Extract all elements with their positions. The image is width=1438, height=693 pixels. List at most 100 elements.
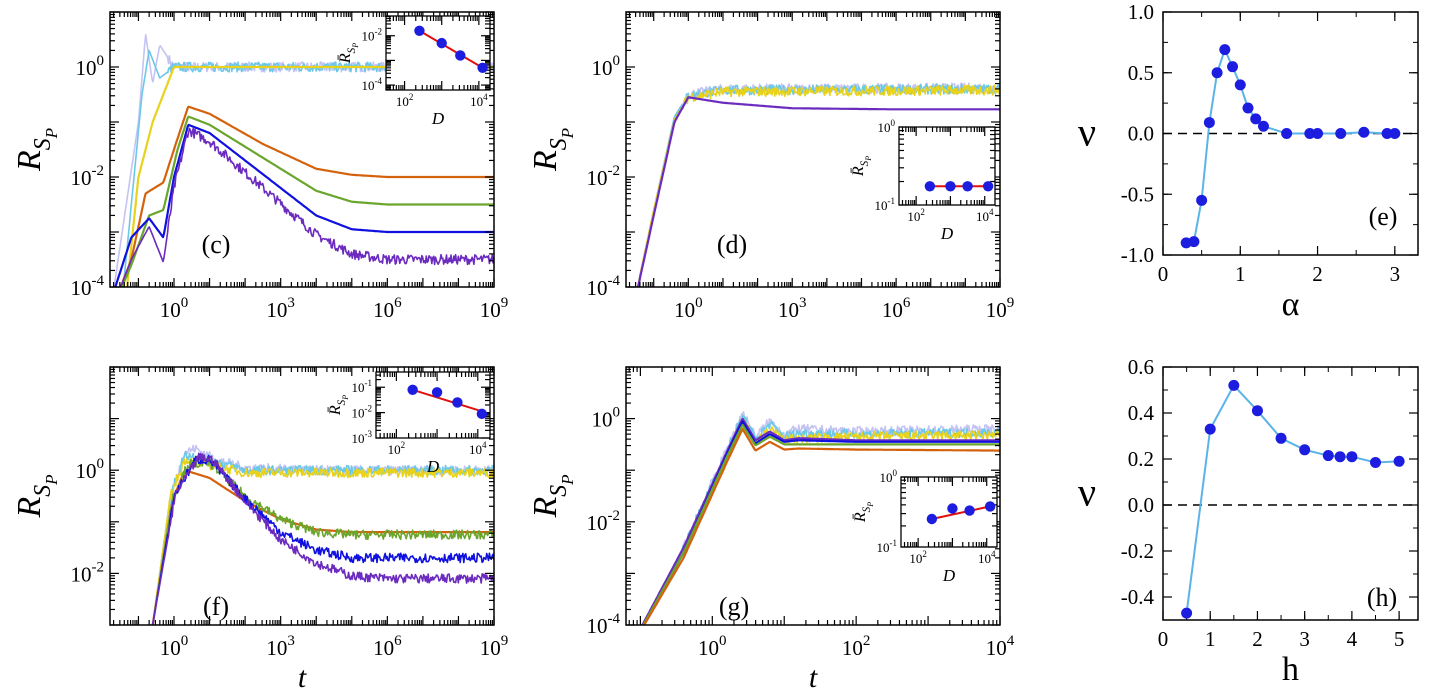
inset-y-tick-label: 10-1 <box>877 538 898 555</box>
data-point <box>1234 79 1246 91</box>
inset-data-point <box>431 387 443 398</box>
inset-x-tick-label: 104 <box>978 549 996 566</box>
data-point <box>1389 128 1401 139</box>
y-tick-label: -0.5 <box>1121 182 1154 206</box>
panel-label: (e) <box>1369 202 1398 231</box>
x-tick-label: 100 <box>698 633 727 660</box>
data-point <box>1228 379 1240 391</box>
nu-curve <box>1185 383 1400 614</box>
data-point <box>1203 117 1215 129</box>
x-tick-label: 102 <box>842 633 871 660</box>
inset-y-label: R̄SP <box>852 502 875 523</box>
x-tick-label: 100 <box>674 295 703 322</box>
x-tick-label: 109 <box>480 633 509 660</box>
y-tick-label: 10-4 <box>587 611 621 638</box>
y-axis-label-text: RSP <box>11 474 61 518</box>
y-tick-label: 100 <box>592 405 621 432</box>
x-axis-label: t <box>298 661 307 693</box>
data-point <box>1211 67 1223 79</box>
inset-x-label: D <box>940 224 954 243</box>
series-line-orange <box>119 105 494 287</box>
inset-y-tick-label: 10-2 <box>362 27 383 44</box>
inset-data-point <box>926 513 938 525</box>
y-tick-label: 100 <box>592 53 621 80</box>
data-point <box>1299 444 1311 456</box>
data-point <box>1335 128 1347 139</box>
x-tick-label: 0 <box>1158 262 1169 286</box>
data-point <box>1181 607 1193 619</box>
inset-data-point <box>414 25 425 36</box>
y-tick-label: 0.6 <box>1128 355 1154 379</box>
y-tick-label: 10-2 <box>71 163 105 190</box>
inset-data-point <box>945 181 956 192</box>
inset-y-label-text: R̄SP <box>327 395 350 416</box>
x-tick-label: 104 <box>986 633 1015 660</box>
y-tick-label: 0.2 <box>1128 447 1154 471</box>
y-axis-label: RSP <box>527 474 577 518</box>
inset-x-tick-label: 102 <box>388 440 406 457</box>
data-point <box>1257 120 1269 132</box>
inset-x-tick-label: 104 <box>469 440 487 457</box>
series-group <box>113 33 494 287</box>
y-axis-label-text: RSP <box>527 128 577 172</box>
y-tick-label: 10-2 <box>587 508 621 535</box>
inset-data-point <box>924 181 936 192</box>
series-line-orange <box>642 428 1000 625</box>
data-point <box>1188 236 1200 248</box>
nu-curve <box>1186 46 1395 244</box>
data-point <box>1358 126 1370 138</box>
plot-frame <box>625 366 1001 626</box>
x-tick-label: 106 <box>373 633 402 660</box>
inset-x-tick-label: 102 <box>907 207 925 224</box>
x-tick-label: 5 <box>1394 627 1405 651</box>
inset-data-point <box>455 50 466 61</box>
data-point <box>1196 194 1208 206</box>
data-point <box>1304 128 1316 139</box>
series-line-green <box>120 115 494 287</box>
x-tick-label: 2 <box>1252 627 1263 651</box>
x-tick-label: 1 <box>1205 627 1216 651</box>
inset-x-tick-label: 104 <box>976 207 994 224</box>
inset-data-point <box>477 62 488 73</box>
x-tick-label: 100 <box>160 633 189 660</box>
inset-y-tick-label: 10-4 <box>362 76 383 93</box>
data-point <box>1204 423 1216 435</box>
series-line-yellow <box>151 457 494 625</box>
inset-x-tick-label: 102 <box>396 92 414 109</box>
y-tick-label: -0.2 <box>1121 539 1154 563</box>
x-axis-label: h <box>1282 651 1299 688</box>
inset-y-tick-label: 100 <box>880 468 898 485</box>
inset-data-point <box>964 505 975 516</box>
series-group <box>636 82 1000 287</box>
inset: 102 104 10-3 10-2 10-1 D R̄SP <box>327 371 491 476</box>
inset-x-label: D <box>942 566 956 585</box>
y-axis-label: RSP <box>11 128 61 172</box>
series-line-cyan <box>636 83 1000 287</box>
data-point <box>1381 128 1393 139</box>
data-point <box>1227 61 1239 73</box>
series-line-green <box>641 423 1000 625</box>
x-tick-label: 103 <box>778 295 807 322</box>
inset-x-label: D <box>431 109 445 128</box>
inset-data-point <box>452 397 463 408</box>
x-tick-label: 103 <box>266 633 295 660</box>
x-tick-label: 109 <box>480 295 509 322</box>
inset-frame <box>375 371 491 439</box>
inset-data-point <box>476 408 488 420</box>
y-axis-label: ν <box>1078 470 1096 515</box>
y-axis-label: ν <box>1078 110 1096 155</box>
y-tick-label: 10-4 <box>587 273 621 300</box>
y-tick-label: 100 <box>76 456 105 483</box>
inset-fit-line <box>412 388 483 413</box>
x-tick-label: 2 <box>1312 262 1323 286</box>
inset-data-point <box>982 181 994 192</box>
x-tick-label: 103 <box>266 295 295 322</box>
inset: 102 104 10-4 10-2 D R̄SP <box>337 15 491 128</box>
panel-f: 100 103 106 109 10-2 100 RSP t (f) 102 104 10-3 10-2… <box>11 366 509 693</box>
inset-y-tick-label: 10-3 <box>352 429 373 446</box>
series-line-purple <box>641 417 1000 625</box>
series-line-purple <box>636 96 1000 287</box>
panel-label: (h) <box>1367 583 1397 612</box>
